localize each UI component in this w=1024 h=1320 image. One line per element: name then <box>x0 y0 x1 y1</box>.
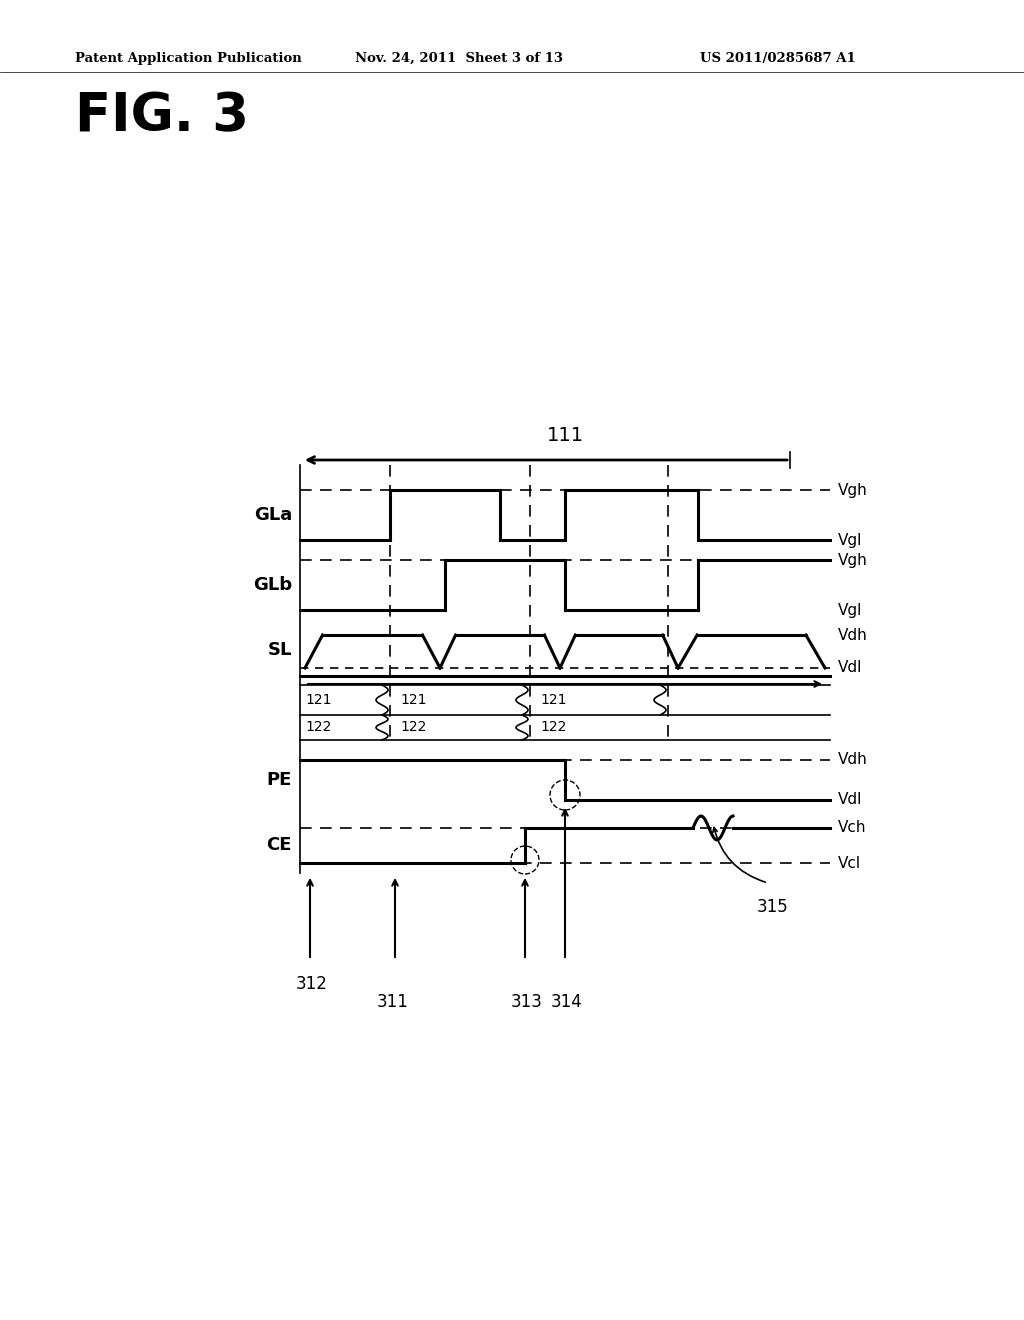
Text: US 2011/0285687 A1: US 2011/0285687 A1 <box>700 51 856 65</box>
Text: FIG. 3: FIG. 3 <box>75 90 249 143</box>
Text: Vgl: Vgl <box>838 532 862 548</box>
Text: GLb: GLb <box>253 576 292 594</box>
Text: 315: 315 <box>757 898 788 916</box>
Text: 311: 311 <box>377 993 409 1011</box>
Text: Vdh: Vdh <box>838 627 867 643</box>
Text: Vgl: Vgl <box>838 602 862 618</box>
Text: GLa: GLa <box>254 506 292 524</box>
Text: SL: SL <box>267 642 292 659</box>
Text: CE: CE <box>266 836 292 854</box>
Text: Vgh: Vgh <box>838 483 867 498</box>
Text: 122: 122 <box>400 719 426 734</box>
Text: 314: 314 <box>551 993 583 1011</box>
Text: 121: 121 <box>305 693 332 708</box>
Text: 122: 122 <box>540 719 566 734</box>
Text: Vgh: Vgh <box>838 553 867 568</box>
Text: 121: 121 <box>400 693 427 708</box>
Text: Vcl: Vcl <box>838 855 861 870</box>
Text: 122: 122 <box>305 719 332 734</box>
Text: Patent Application Publication: Patent Application Publication <box>75 51 302 65</box>
Text: 313: 313 <box>511 993 543 1011</box>
Text: Nov. 24, 2011  Sheet 3 of 13: Nov. 24, 2011 Sheet 3 of 13 <box>355 51 563 65</box>
Text: 121: 121 <box>540 693 566 708</box>
Text: Vdl: Vdl <box>838 660 862 676</box>
Text: Vdh: Vdh <box>838 752 867 767</box>
Text: PE: PE <box>266 771 292 789</box>
Text: Vdl: Vdl <box>838 792 862 808</box>
Text: Vch: Vch <box>838 821 866 836</box>
Text: 312: 312 <box>296 975 328 993</box>
Text: 111: 111 <box>547 426 584 445</box>
